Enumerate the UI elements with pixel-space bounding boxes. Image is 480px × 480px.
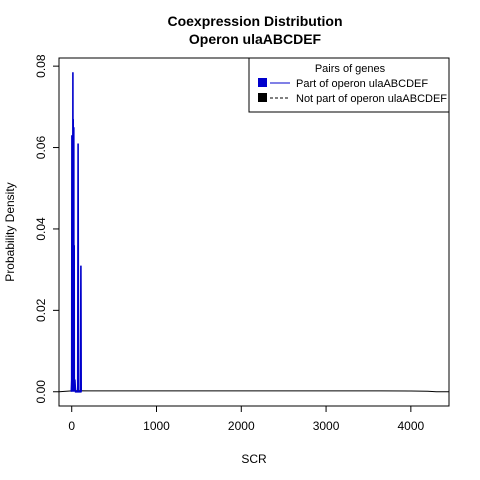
x-axis: 0 1000 2000 3000 4000	[68, 406, 425, 433]
x-axis-label: SCR	[241, 452, 267, 466]
y-tick-label: 0.00	[34, 380, 48, 404]
chart-subtitle: Operon ulaABCDEF	[189, 31, 322, 47]
series-line-not-part-of-operon	[58, 390, 449, 393]
legend-label-not-part: Not part of operon ulaABCDEF	[296, 93, 447, 105]
x-tick-label: 1000	[143, 419, 170, 433]
x-tick-label: 3000	[313, 419, 340, 433]
legend-box	[248, 57, 450, 113]
x-tick-label: 4000	[397, 419, 424, 433]
legend-label-part: Part of operon ulaABCDEF	[296, 78, 428, 90]
y-tick-label: 0.08	[34, 54, 48, 78]
y-axis: 0.00 0.02 0.04 0.06 0.08	[34, 54, 59, 403]
chart-title: Coexpression Distribution	[167, 13, 342, 29]
x-tick-label: 2000	[228, 419, 255, 433]
x-tick-label: 0	[68, 419, 75, 433]
y-axis-label: Probability Density	[3, 182, 17, 281]
legend-title: Pairs of genes	[315, 63, 386, 75]
series-layer	[58, 72, 449, 393]
y-tick-label: 0.04	[34, 217, 48, 241]
series-line-part-of-operon	[70, 72, 82, 393]
y-tick-label: 0.02	[34, 298, 48, 322]
legend: Pairs of genes Part of operon ulaABCDEF …	[248, 57, 450, 113]
legend-swatch-not-part	[258, 93, 267, 102]
legend-swatch-part	[258, 78, 267, 87]
y-tick-label: 0.06	[34, 136, 48, 160]
